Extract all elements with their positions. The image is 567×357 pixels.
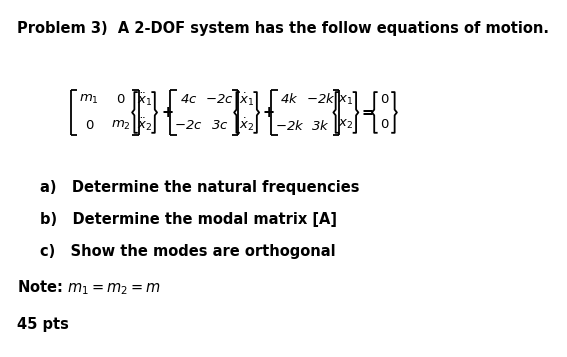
Text: $\ddot{x}_2$: $\ddot{x}_2$ bbox=[137, 117, 152, 133]
Text: =: = bbox=[361, 105, 374, 120]
Text: $x_2$: $x_2$ bbox=[338, 119, 353, 131]
Text: $-$2$c$: $-$2$c$ bbox=[174, 119, 203, 132]
Text: $-$2$k$: $-$2$k$ bbox=[306, 92, 336, 106]
Text: 3$k$: 3$k$ bbox=[311, 119, 330, 133]
Text: +: + bbox=[263, 105, 275, 120]
Text: $\dot{x}_1$: $\dot{x}_1$ bbox=[239, 92, 254, 108]
Text: $m_1$: $m_1$ bbox=[79, 92, 99, 106]
Text: $-$2$k$: $-$2$k$ bbox=[274, 119, 304, 133]
Text: 4$c$: 4$c$ bbox=[180, 92, 197, 106]
Text: $\ddot{x}_1$: $\ddot{x}_1$ bbox=[137, 92, 152, 108]
Text: $-$2$c$: $-$2$c$ bbox=[205, 92, 234, 106]
Text: c)   Show the modes are orthogonal: c) Show the modes are orthogonal bbox=[40, 244, 335, 259]
Text: 0: 0 bbox=[380, 119, 388, 131]
Text: 0: 0 bbox=[380, 94, 388, 106]
Text: +: + bbox=[161, 105, 174, 120]
Text: b)   Determine the modal matrix [A]: b) Determine the modal matrix [A] bbox=[40, 212, 337, 227]
Text: $m_2$: $m_2$ bbox=[111, 119, 130, 132]
Text: Note: $m_1 = m_2 = m$: Note: $m_1 = m_2 = m$ bbox=[17, 278, 160, 297]
Text: $x_1$: $x_1$ bbox=[338, 94, 353, 106]
Text: a)   Determine the natural frequencies: a) Determine the natural frequencies bbox=[40, 180, 359, 195]
Text: $\dot{x}_2$: $\dot{x}_2$ bbox=[239, 117, 254, 133]
Text: Problem 3)  A 2-DOF system has the follow equations of motion.: Problem 3) A 2-DOF system has the follow… bbox=[17, 21, 549, 36]
Text: 0: 0 bbox=[85, 119, 94, 132]
Text: 0: 0 bbox=[116, 92, 125, 106]
Text: 4$k$: 4$k$ bbox=[280, 92, 299, 106]
Text: 45 pts: 45 pts bbox=[17, 317, 69, 332]
Text: 3$c$: 3$c$ bbox=[211, 119, 229, 132]
